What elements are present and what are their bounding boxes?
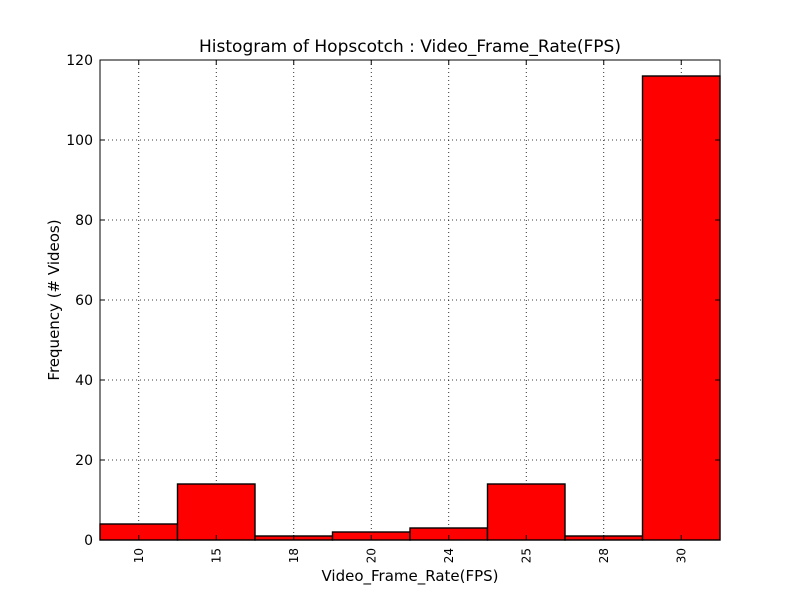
ticks xyxy=(100,59,720,541)
y-tick-label: 120 xyxy=(66,53,93,69)
y-tick-label: 80 xyxy=(75,213,93,229)
histogram-bar xyxy=(641,75,721,541)
x-tick-label: 25 xyxy=(519,548,533,563)
histogram-bar xyxy=(176,483,256,541)
chart-title: Histogram of Hopscotch : Video_Frame_Rat… xyxy=(199,37,621,57)
x-axis-label: Video_Frame_Rate(FPS) xyxy=(321,567,498,586)
y-tick-label: 60 xyxy=(75,293,93,309)
x-tick-label: 28 xyxy=(597,548,611,563)
y-axis-label: Frequency (# Videos) xyxy=(45,219,63,380)
x-tick-label: 30 xyxy=(674,548,688,563)
x-tick-label: 24 xyxy=(442,548,456,563)
bars xyxy=(99,75,721,541)
x-tick-label: 10 xyxy=(132,548,146,563)
y-tick-label: 0 xyxy=(84,533,93,549)
y-tick-label: 100 xyxy=(66,133,93,149)
tick-labels: 0 20 40 60 80 100 120 10 15 18 20 24 25 28 30 xyxy=(66,53,688,563)
grid xyxy=(100,60,720,540)
y-tick-label: 20 xyxy=(75,453,93,469)
y-tick-label: 40 xyxy=(75,373,93,389)
x-tick-label: 15 xyxy=(209,548,223,563)
histogram-bar xyxy=(486,483,566,541)
x-tick-label: 20 xyxy=(364,548,378,563)
x-tick-label: 18 xyxy=(287,548,301,563)
